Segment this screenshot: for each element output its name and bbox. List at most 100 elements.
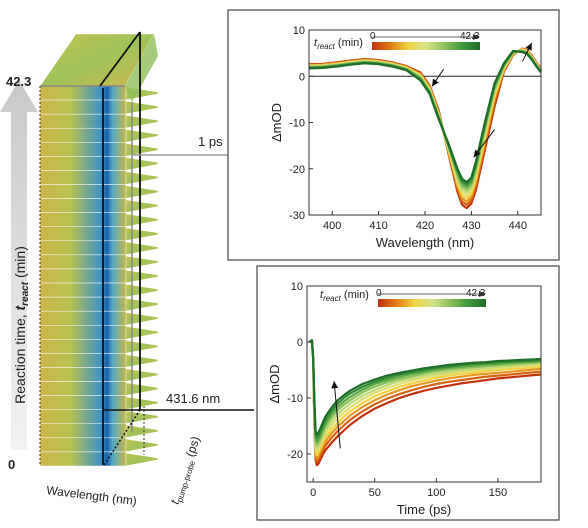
- spectra-xtick-label: 430: [462, 220, 480, 232]
- frame-side-8: [124, 185, 159, 199]
- spectra-legend-bar-arrowhead: [473, 34, 480, 40]
- frame-side-17: [124, 311, 159, 326]
- frame-front-13: [39, 254, 127, 270]
- kinetics-ytick-label: 10: [291, 281, 303, 293]
- kinetics-legend-max: 42.3: [466, 288, 486, 299]
- kinetics-series-10: [308, 339, 542, 437]
- kinetics-series-9: [308, 339, 542, 440]
- frame-front-8: [39, 184, 127, 199]
- spectra-legend-min: 0: [370, 31, 376, 42]
- kinetics-xlabel: Time (ps): [397, 502, 451, 517]
- frame-side-16: [124, 297, 159, 312]
- reaction-time-min-tick: 0: [8, 457, 15, 472]
- spectra-xlabel: Wavelength (nm): [376, 235, 475, 250]
- frame-side-13: [124, 255, 159, 270]
- kinetics-xtick-label: 50: [369, 487, 381, 499]
- frame-side-7: [124, 171, 159, 185]
- spectra-series-10: [308, 49, 542, 184]
- frame-side-21: [124, 368, 159, 382]
- kinetics-ytick-label: -20: [287, 449, 303, 461]
- spectra-trend-arrowhead-2: [473, 149, 481, 158]
- kinetics-series-8: [308, 339, 542, 443]
- kinetics-xtick-label: 100: [427, 487, 445, 499]
- kinetics-ytick-label: -10: [287, 393, 303, 405]
- frame-side-12: [124, 241, 159, 256]
- spectra-legend-max: 42.3: [460, 31, 480, 42]
- frame-side-23: [124, 396, 159, 411]
- frame-front-25: [39, 423, 127, 439]
- spectra-trend-arrowhead-3: [525, 42, 532, 51]
- kinetics-series-1: [308, 339, 542, 467]
- frame-front-3: [39, 113, 127, 129]
- frame-front-11: [39, 226, 127, 242]
- frame-side-22: [124, 382, 159, 396]
- frame-front-5: [39, 142, 127, 157]
- svg-text:treact (min): treact (min): [314, 37, 363, 51]
- frame-front-19: [39, 339, 127, 354]
- spectra-axes: 400 410 420 430 440 10 0 -10 -20 -30 Wavelength (n…: [269, 25, 542, 250]
- frame-side-20: [124, 354, 159, 368]
- frame-side-19: [124, 339, 159, 354]
- spectra-ytick-label: -30: [289, 210, 305, 222]
- frame-front-22: [39, 381, 127, 396]
- kinetics-xtick-label: 0: [310, 487, 316, 499]
- kinetics-legend-bar: [378, 299, 486, 307]
- spectra-series-group: [308, 47, 542, 210]
- frame-side-24: [124, 410, 159, 425]
- kinetics-trend-arrowhead-1: [331, 381, 339, 389]
- frame-side-11: [124, 227, 159, 242]
- spectra-trend-arrowhead-1: [431, 78, 439, 87]
- spectra-ytick-label: 0: [299, 71, 305, 83]
- frame-front-14: [39, 268, 127, 284]
- wavelength-axis-label: Wavelength (nm): [46, 483, 138, 508]
- frame-front-24: [39, 409, 127, 425]
- frame-side-25: [124, 424, 159, 439]
- spectra-xtick-label: 420: [416, 220, 434, 232]
- kinetics-ylabel: ΔmOD: [267, 364, 282, 403]
- kinetics-legend-bar-arrowhead: [479, 291, 486, 297]
- frame-front-6: [39, 156, 127, 171]
- spectra-xtick-label: 400: [323, 220, 341, 232]
- pump-probe-axis-label: tpump-probe (ps): [168, 435, 205, 507]
- spectra-xtick-label: 410: [369, 220, 387, 232]
- reaction-time-max-tick: 42.3: [6, 74, 31, 89]
- frame-front-27: [39, 451, 127, 467]
- frame-side-6: [124, 157, 159, 171]
- spectra-xtick-label: 440: [509, 220, 527, 232]
- kinetics-series-group: [308, 339, 542, 467]
- frame-front-20: [39, 353, 127, 368]
- frame-front-16: [39, 296, 127, 312]
- kinetics-trend-arrow-1: [333, 381, 341, 449]
- kinetics-series-2: [308, 339, 542, 463]
- frame-front-4: [39, 127, 127, 143]
- frame-side-4: [124, 128, 159, 143]
- spectra-ytick-label: -10: [289, 118, 305, 130]
- kinetics-series-6: [308, 339, 542, 450]
- frame-side-3: [124, 114, 159, 129]
- spectra-ytick-label: 10: [293, 25, 305, 37]
- frame-side-14: [124, 269, 159, 284]
- frame-side-27: [124, 452, 159, 467]
- frame-front-10: [39, 212, 127, 227]
- frame-side-15: [124, 283, 159, 298]
- frame-front-18: [39, 325, 127, 340]
- time-slice-label: 1 ps: [198, 134, 223, 149]
- frame-front-17: [39, 310, 127, 326]
- spectra-legend: treact (min) 0 42.3: [314, 31, 480, 51]
- kinetics-xtick-label: 150: [489, 487, 507, 499]
- spectra-ylabel: ΔmOD: [269, 103, 284, 142]
- kinetics-legend: treact (min) 0 42.3: [320, 288, 486, 303]
- frame-front-9: [39, 198, 127, 213]
- kinetics-legend-min: 0: [376, 288, 382, 299]
- kinetics-series-5: [308, 339, 542, 453]
- spectra-chart: 400 410 420 430 440 10 0 -10 -20 -30 Wavelength (n…: [269, 25, 542, 250]
- kinetics-plot-area: [306, 285, 542, 483]
- frame-side-9: [124, 199, 159, 214]
- frame-front-7: [39, 170, 127, 185]
- frame-front-1: [39, 85, 127, 101]
- kinetics-series-3: [308, 339, 542, 460]
- kinetics-ytick-label: 0: [297, 337, 303, 349]
- wavelength-slice-label: 431.6 nm: [166, 391, 220, 406]
